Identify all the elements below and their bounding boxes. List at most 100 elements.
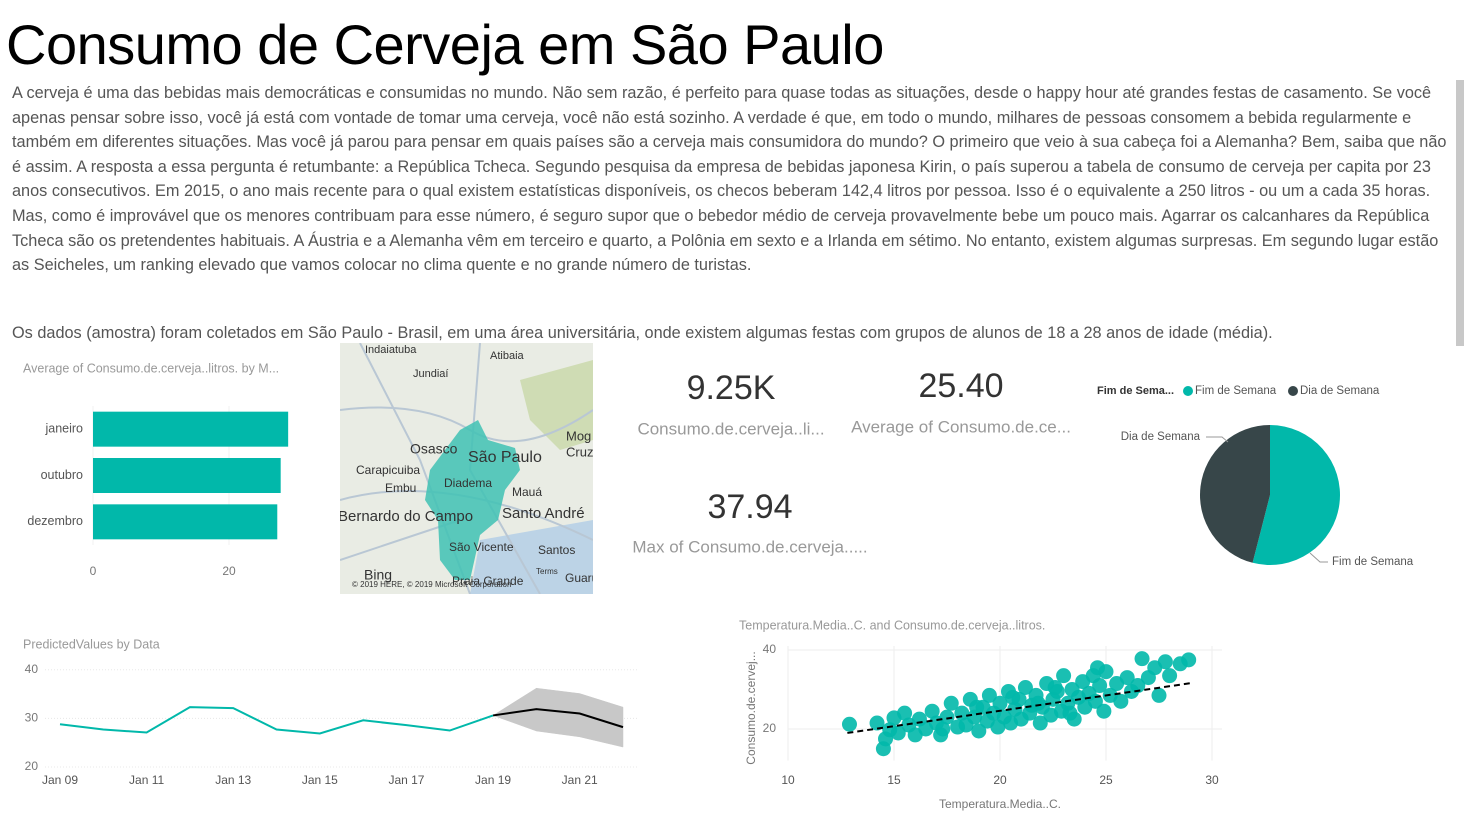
scatter-point xyxy=(897,705,913,721)
chart-title: Temperatura.Media..C. and Consumo.de.cer… xyxy=(739,618,1045,632)
y-tick-label: 20 xyxy=(25,759,39,773)
bar xyxy=(93,458,281,493)
chart-title: Average of Consumo.de.cerveja..litros. b… xyxy=(23,361,279,375)
data-label: Dia de Semana xyxy=(1121,431,1201,443)
scatter-point xyxy=(981,687,997,703)
card-value: 9.25K xyxy=(687,369,776,407)
scatter-point xyxy=(943,695,959,711)
map-label: Bernardo do Campo xyxy=(338,508,473,525)
x-tick-label: Jan 11 xyxy=(129,773,164,787)
map-label: Osasco xyxy=(410,441,458,457)
x-tick-label: 0 xyxy=(90,564,97,578)
leader-line xyxy=(1206,436,1229,443)
x-axis-label: Temperatura.Media..C. xyxy=(939,797,1061,811)
card-value: 25.40 xyxy=(918,367,1003,405)
scatter-point xyxy=(890,725,906,741)
chart-title: PredictedValues by Data xyxy=(23,637,160,651)
scatter-point xyxy=(1130,678,1146,694)
scatter-point xyxy=(1157,654,1173,670)
map[interactable]: Indaiatuba Atibaia Jundiaí Osasco São Paulo M… xyxy=(338,343,598,594)
scatter-point xyxy=(841,716,857,732)
bar xyxy=(93,411,289,447)
x-tick-label: Jan 15 xyxy=(302,773,338,787)
scatter-point xyxy=(1119,670,1135,686)
x-tick-label: Jan 21 xyxy=(562,773,598,787)
scatter-point xyxy=(1092,678,1108,694)
category-label: dezembro xyxy=(27,514,83,528)
map-area xyxy=(520,360,593,450)
pie-slice xyxy=(1199,425,1270,563)
x-tick-label: Jan 19 xyxy=(475,773,511,787)
map-label: Embu xyxy=(385,481,416,495)
series-line xyxy=(59,706,494,735)
scatter-point xyxy=(1134,651,1150,667)
card-value: 37.94 xyxy=(707,488,792,526)
scatter-point xyxy=(1032,715,1048,731)
map-label: Guaru xyxy=(565,571,598,585)
scatter-point xyxy=(971,723,987,739)
legend-title: Fim de Sema... xyxy=(1097,385,1174,397)
x-tick-label: 20 xyxy=(993,773,1007,787)
scatter-point xyxy=(1017,679,1033,695)
scatter-point xyxy=(939,709,955,725)
map-label: Bing xyxy=(364,567,392,583)
map-label: Indaiatuba xyxy=(365,344,417,356)
series-line xyxy=(492,708,624,729)
map-label: São Paulo xyxy=(468,449,542,466)
data-label: Fim de Semana xyxy=(1332,556,1414,568)
scatter-point xyxy=(1181,652,1197,668)
scatter-point xyxy=(1005,689,1021,705)
paragraph: Os dados (amostra) foram coletados em Sã… xyxy=(12,324,1273,342)
pie-slice xyxy=(1252,425,1340,565)
map-label: Atibaia xyxy=(490,350,525,362)
card-label: Average of Consumo.de.ce... xyxy=(851,417,1071,436)
y-tick-label: 20 xyxy=(763,721,777,735)
paragraph: A cerveja é uma das bebidas mais democrá… xyxy=(12,84,1447,275)
map-label: Mauá xyxy=(512,485,542,499)
y-tick-label: 40 xyxy=(25,662,39,676)
map-label: Jundiaí xyxy=(413,368,448,380)
scatter-point xyxy=(1030,695,1046,711)
map-label: Cruz xyxy=(566,444,593,459)
map-label: © 2019 HERE, © 2019 Microsoft Corporatio… xyxy=(352,580,511,589)
scatter-point xyxy=(1056,668,1072,684)
scatter-point xyxy=(1096,703,1112,719)
map-label: Terms xyxy=(536,567,558,576)
map-label: Carapicuiba xyxy=(356,463,420,477)
scrollbar[interactable] xyxy=(1456,80,1464,346)
scatter-point xyxy=(1087,693,1103,709)
trend-line xyxy=(847,682,1191,734)
legend-label: Fim de Semana xyxy=(1195,385,1277,397)
card-label: Max of Consumo.de.cerveja..... xyxy=(632,537,867,556)
scatter-point xyxy=(869,715,885,731)
x-tick-label: 10 xyxy=(781,773,795,787)
x-tick-label: Jan 17 xyxy=(388,773,424,787)
x-tick-label: Jan 13 xyxy=(215,773,251,787)
category-label: janeiro xyxy=(44,421,83,435)
map-region[interactable] xyxy=(425,420,520,580)
scatter-point xyxy=(992,695,1008,711)
y-axis-label: Consumo.de.cervej... xyxy=(744,651,758,764)
scatter-point xyxy=(1047,679,1063,695)
x-tick-label: 25 xyxy=(1099,773,1113,787)
x-tick-label: 15 xyxy=(887,773,901,787)
scatter-point xyxy=(1090,660,1106,676)
scatter-point xyxy=(1162,668,1178,684)
map-label: Santos xyxy=(538,543,575,557)
scatter-point xyxy=(1062,705,1078,721)
x-tick-label: 20 xyxy=(222,564,236,578)
leader-line xyxy=(1309,552,1328,563)
scatter-point xyxy=(924,703,940,719)
scatter-point xyxy=(935,721,951,737)
legend-marker xyxy=(1183,386,1193,396)
legend-marker xyxy=(1288,386,1298,396)
scatter-point xyxy=(1151,687,1167,703)
map-label: Diadema xyxy=(444,476,492,490)
legend-label: Dia de Semana xyxy=(1300,385,1380,397)
map-water xyxy=(470,520,593,594)
y-tick-label: 40 xyxy=(763,642,777,656)
card-label: Consumo.de.cerveja..li... xyxy=(637,419,824,438)
x-tick-label: Jan 09 xyxy=(42,773,78,787)
